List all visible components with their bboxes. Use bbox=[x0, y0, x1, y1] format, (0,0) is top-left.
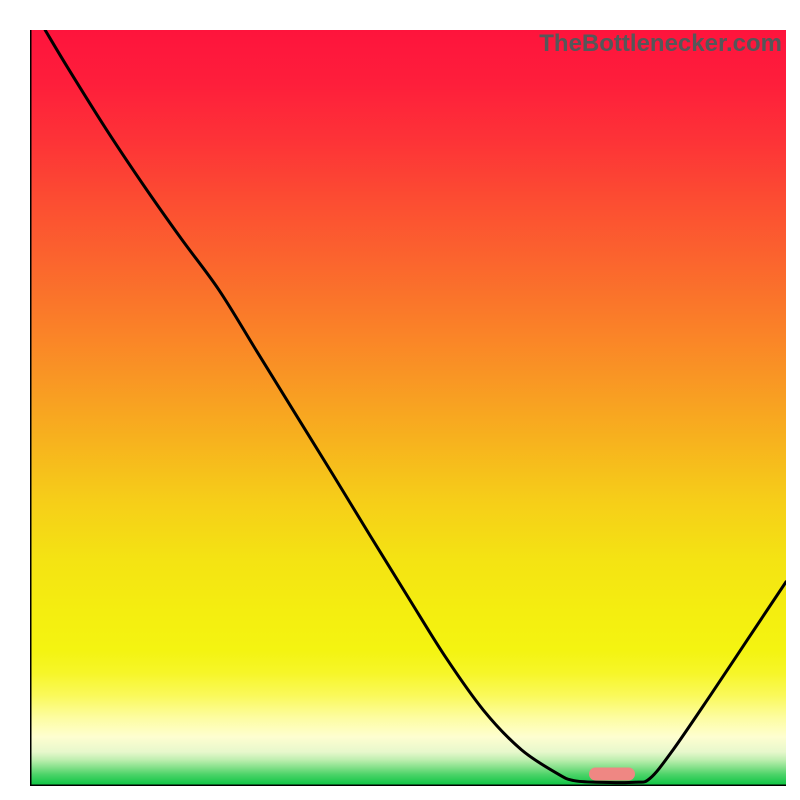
plot-svg bbox=[30, 30, 786, 786]
axis-frame bbox=[30, 30, 786, 786]
optimal-range-marker bbox=[589, 767, 635, 780]
attribution-label: TheBottlenecker.com bbox=[539, 30, 782, 58]
performance-curve bbox=[45, 30, 786, 783]
plot-area: TheBottlenecker.com bbox=[30, 30, 786, 786]
chart-container: TheBottlenecker.com bbox=[0, 0, 800, 800]
